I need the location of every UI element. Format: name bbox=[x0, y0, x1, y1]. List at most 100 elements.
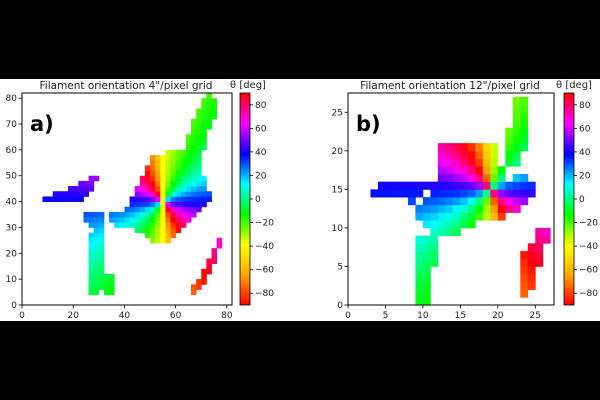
colorbar-tick-label: −60 bbox=[579, 266, 598, 276]
heatmap-cell bbox=[520, 104, 529, 113]
heatmap-cell bbox=[370, 189, 379, 198]
heatmap-cell bbox=[201, 113, 207, 120]
heatmap-cell bbox=[201, 279, 207, 285]
heatmap-cell bbox=[175, 160, 182, 166]
heatmap-cell bbox=[180, 201, 187, 208]
heatmap-cell bbox=[103, 279, 110, 285]
heatmap-cell bbox=[430, 251, 439, 260]
heatmap-cell bbox=[445, 181, 454, 190]
heatmap-cell bbox=[467, 197, 476, 206]
heatmap-cell bbox=[505, 143, 514, 152]
x-tick-label: 10 bbox=[417, 311, 429, 321]
heatmap-cell bbox=[191, 289, 197, 296]
y-tick-label: 10 bbox=[332, 224, 344, 234]
heatmap-cell bbox=[165, 175, 171, 182]
heatmap-cell bbox=[385, 189, 394, 198]
heatmap-cell bbox=[497, 181, 506, 190]
heatmap-cell bbox=[170, 211, 177, 218]
heatmap-cell bbox=[160, 191, 166, 197]
heatmap-cell bbox=[129, 211, 136, 218]
heatmap-cell bbox=[211, 253, 218, 259]
heatmap-cell bbox=[114, 217, 120, 223]
heatmap-cell bbox=[437, 197, 446, 206]
heatmap-cell bbox=[527, 189, 536, 198]
heatmap-cell bbox=[144, 232, 151, 239]
heatmap-cell bbox=[62, 191, 69, 197]
colorbar-tick-label: 0 bbox=[255, 195, 261, 205]
heatmap-cell bbox=[535, 251, 544, 260]
heatmap-cell bbox=[165, 196, 171, 202]
heatmap-cell bbox=[490, 166, 499, 175]
heatmap-cell bbox=[68, 191, 74, 197]
heatmap-cell bbox=[185, 160, 192, 166]
heatmap-cell bbox=[185, 165, 192, 171]
heatmap-cell bbox=[520, 112, 529, 121]
heatmap-cell bbox=[201, 108, 207, 115]
heatmap-cell bbox=[155, 222, 161, 228]
heatmap-cell bbox=[119, 217, 125, 223]
heatmap-cell bbox=[505, 127, 514, 136]
heatmap-cell bbox=[445, 189, 454, 198]
heatmap-cell bbox=[430, 189, 439, 198]
heatmap-cell bbox=[88, 284, 95, 290]
heatmap-cell bbox=[109, 217, 115, 223]
heatmap-cell bbox=[196, 124, 202, 130]
heatmap-cell bbox=[160, 160, 166, 166]
heatmap-cell bbox=[144, 222, 151, 228]
x-tick-label: 0 bbox=[345, 311, 351, 321]
heatmap-cell bbox=[467, 158, 476, 167]
heatmap-cell bbox=[490, 150, 499, 159]
colorbar-tick-label: 60 bbox=[579, 124, 591, 134]
heatmap-cell bbox=[134, 201, 141, 208]
heatmap-cell bbox=[98, 227, 105, 234]
heatmap-cell bbox=[437, 220, 446, 229]
heatmap-cell bbox=[196, 201, 202, 208]
heatmap-cell bbox=[497, 204, 506, 213]
heatmap-cell bbox=[134, 227, 141, 234]
heatmap-cell bbox=[150, 222, 156, 228]
heatmap-cell bbox=[175, 149, 182, 156]
heatmap-cell bbox=[452, 181, 461, 190]
heatmap-cell bbox=[520, 173, 529, 183]
heatmap-cell bbox=[191, 206, 197, 213]
heatmap-cell bbox=[88, 263, 95, 270]
heatmap-cell bbox=[497, 197, 506, 206]
heatmap-cell bbox=[475, 143, 484, 152]
heatmap-cell bbox=[535, 243, 544, 252]
x-tick-label: 15 bbox=[455, 311, 466, 321]
heatmap-cell bbox=[73, 191, 79, 197]
heatmap-cell bbox=[191, 284, 197, 290]
heatmap-cell bbox=[201, 139, 207, 146]
heatmap-cell bbox=[445, 212, 454, 221]
heatmap-cell bbox=[88, 258, 95, 265]
heatmap-cell bbox=[83, 217, 89, 223]
y-tick-label: 0 bbox=[337, 301, 343, 311]
heatmap-cell bbox=[98, 222, 105, 228]
heatmap-cell bbox=[505, 189, 514, 198]
heatmap-cell bbox=[98, 253, 105, 259]
heatmap-cell bbox=[175, 201, 182, 208]
heatmap-cell bbox=[155, 196, 161, 202]
heatmap-cell bbox=[88, 222, 95, 228]
heatmap-cell bbox=[134, 196, 141, 202]
heatmap-cell bbox=[88, 237, 95, 244]
heatmap-cell bbox=[185, 170, 192, 177]
heatmap-cell bbox=[512, 143, 521, 152]
heatmap-cell bbox=[42, 196, 49, 202]
heatmap-cell bbox=[93, 263, 100, 270]
heatmap-cell bbox=[124, 206, 130, 213]
heatmap-cell bbox=[170, 149, 177, 156]
heatmap-cell bbox=[415, 189, 424, 198]
colorbar-tick-label: −80 bbox=[579, 289, 598, 299]
colorbar-tick-label: 40 bbox=[255, 148, 267, 158]
heatmap-cell bbox=[512, 96, 521, 105]
heatmap-cell bbox=[206, 108, 212, 115]
heatmap-cell bbox=[475, 158, 484, 167]
heatmap-cell bbox=[445, 166, 454, 175]
x-tick-label: 0 bbox=[19, 311, 25, 321]
heatmap-cell bbox=[490, 212, 499, 221]
heatmap-cell bbox=[527, 281, 536, 290]
heatmap-cell bbox=[150, 170, 156, 177]
heatmap-cell bbox=[422, 181, 431, 190]
heatmap-cell bbox=[93, 279, 100, 285]
